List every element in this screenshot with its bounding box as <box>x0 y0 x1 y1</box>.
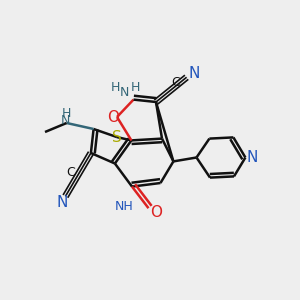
Text: N: N <box>188 66 200 81</box>
Text: O: O <box>150 205 162 220</box>
Text: N: N <box>60 113 70 127</box>
Text: H: H <box>111 81 120 94</box>
Text: N: N <box>246 150 258 165</box>
Text: H: H <box>130 81 140 94</box>
Text: H: H <box>62 107 71 120</box>
Text: C: C <box>171 76 180 89</box>
Text: C: C <box>66 166 75 179</box>
Text: N: N <box>120 85 129 99</box>
Text: NH: NH <box>115 200 134 214</box>
Text: N: N <box>56 195 68 210</box>
Text: S: S <box>112 130 122 145</box>
Text: O: O <box>107 110 119 124</box>
